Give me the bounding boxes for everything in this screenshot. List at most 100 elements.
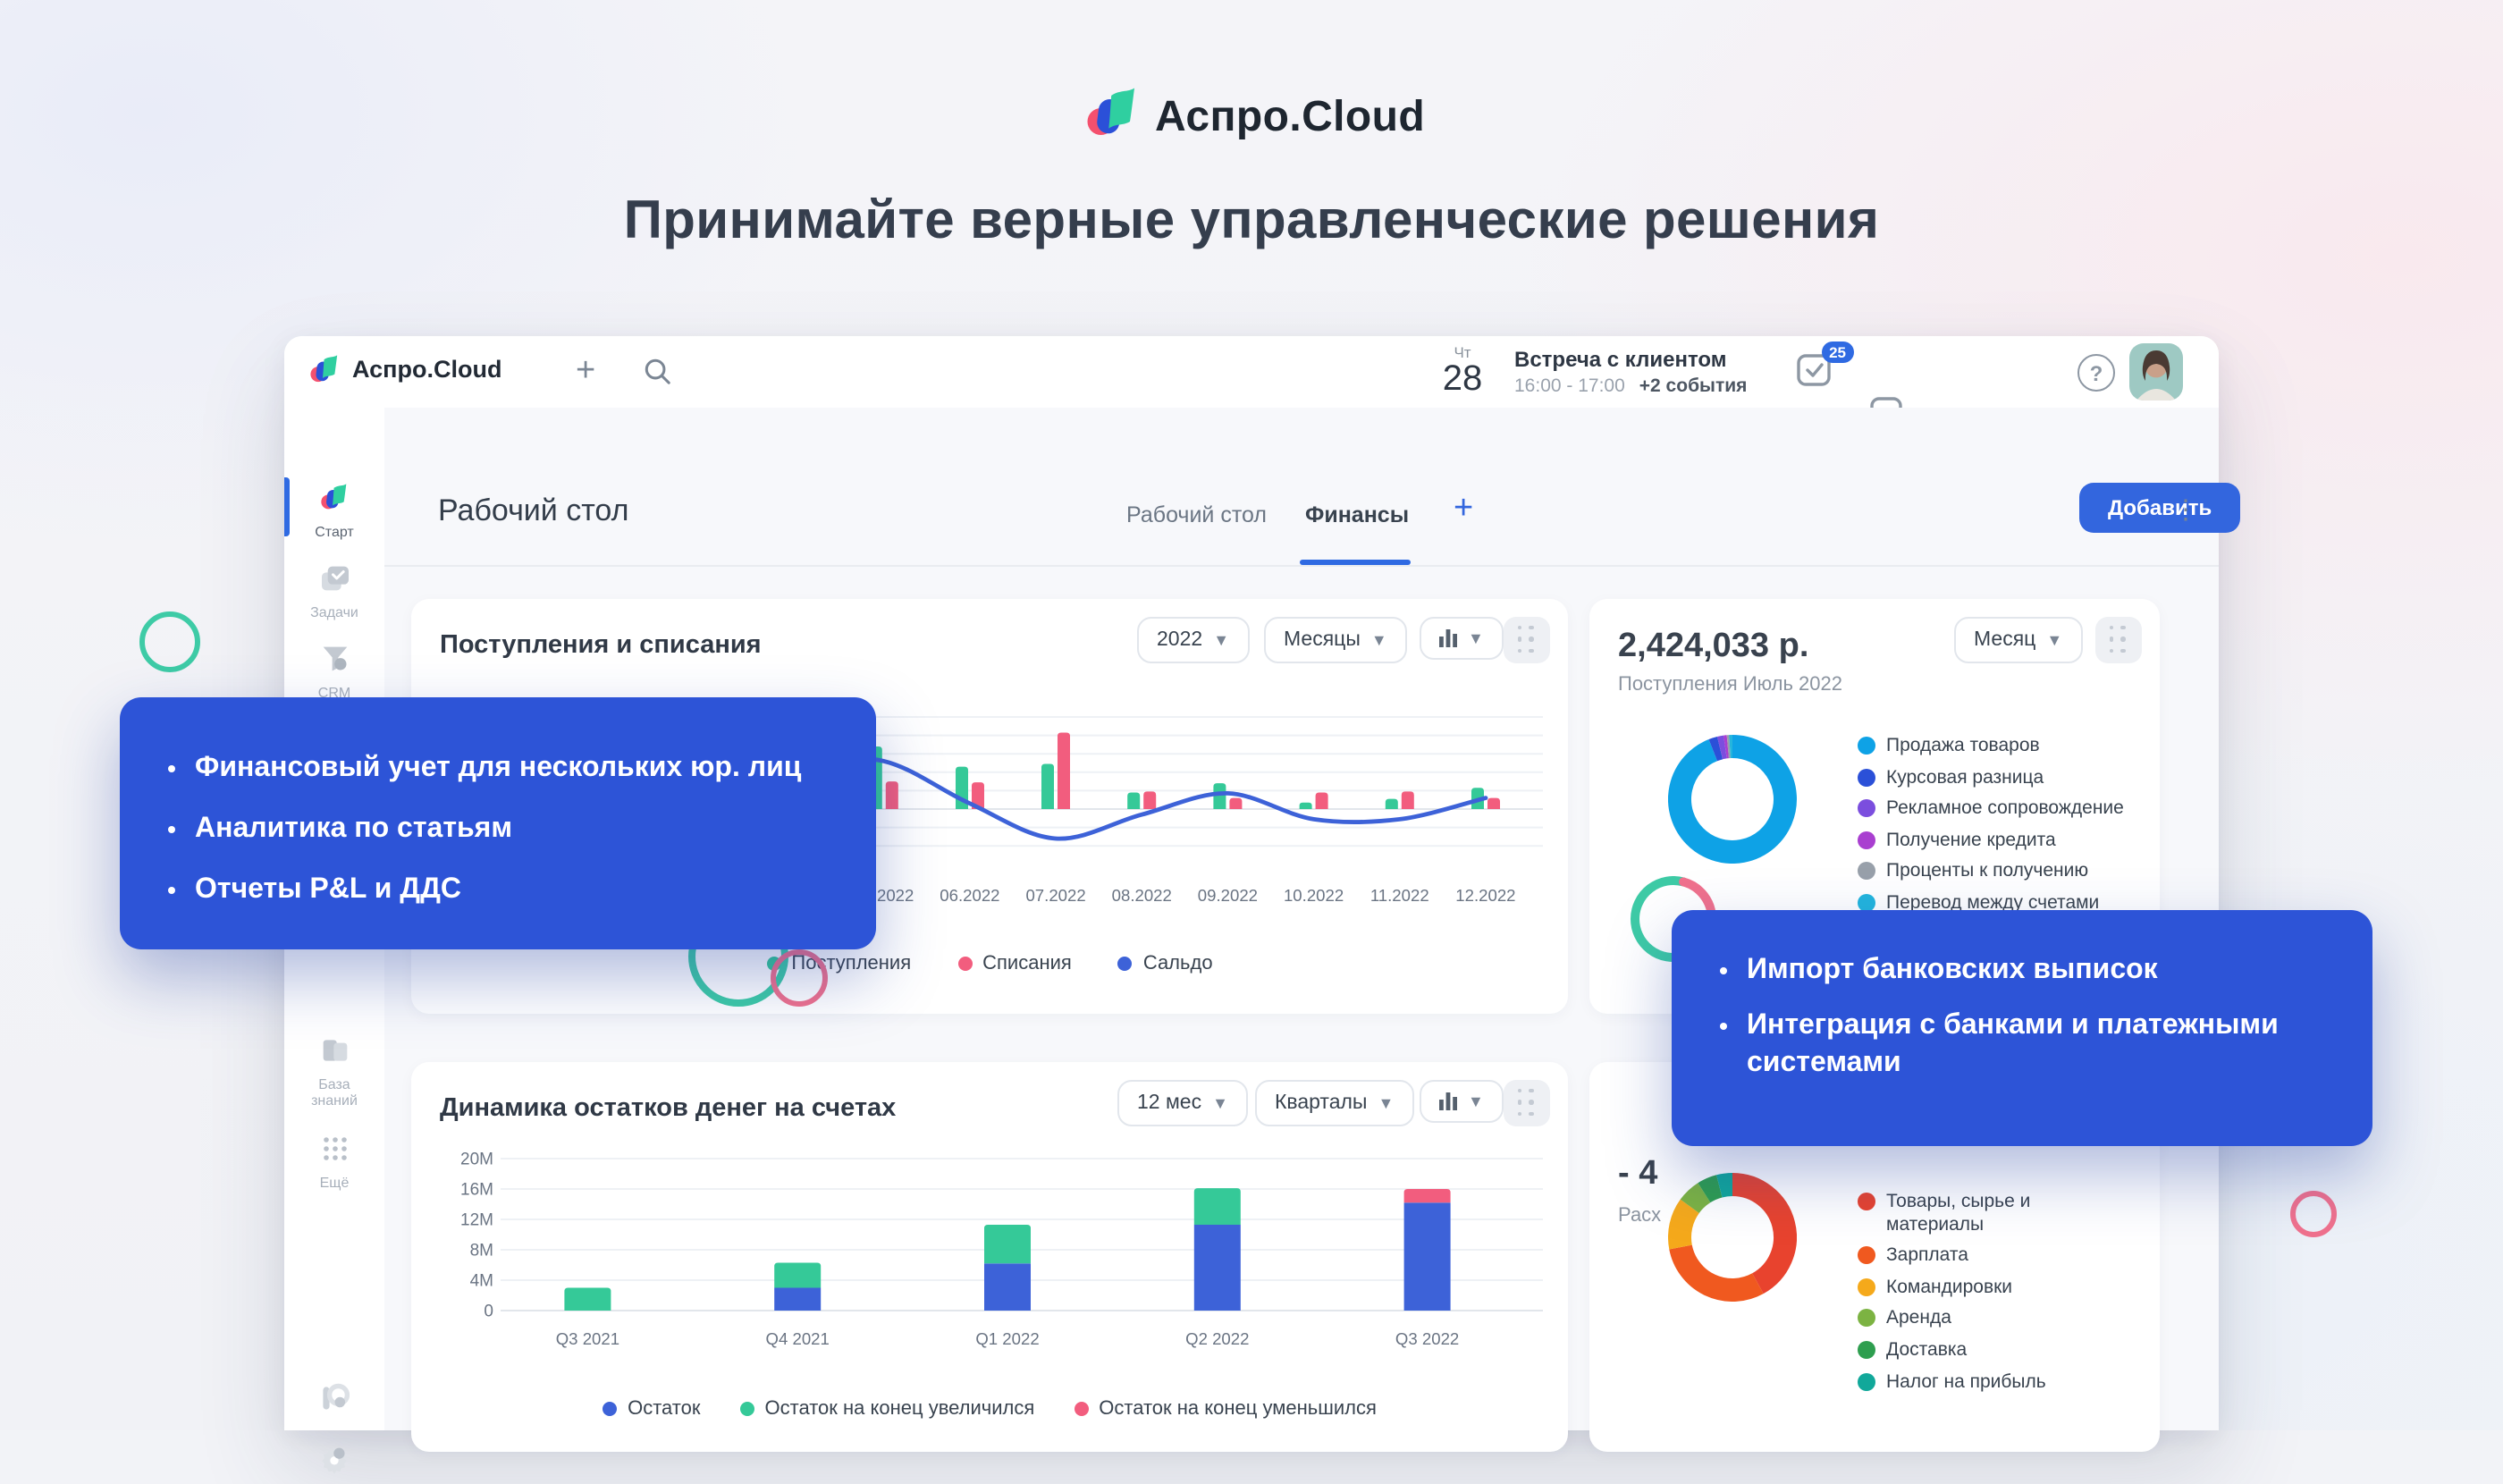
legend-item: Остаток на конец уменьшился [1074, 1398, 1377, 1420]
create-plus-button[interactable]: + [576, 352, 596, 390]
expenses-subtitle: Расх [1618, 1205, 1662, 1227]
balance-drag-handle[interactable] [1504, 1080, 1550, 1126]
search-icon[interactable] [642, 356, 672, 395]
app-logo-icon [310, 355, 338, 383]
sidebar-item-tasks[interactable]: Задачи [284, 565, 384, 620]
tasks-icon [321, 566, 348, 591]
avatar[interactable] [2129, 343, 2183, 401]
mail-icon[interactable]: 25 [1795, 341, 1854, 393]
add-widget-button[interactable]: Добавить [2079, 483, 2241, 533]
svg-text:07.2022: 07.2022 [1025, 886, 1085, 905]
balance-card-title: Динамика остатков денег на счетах [440, 1094, 897, 1123]
promo-bullet: Интеграция с банками и платежными систем… [1747, 1007, 2330, 1082]
start-icon [321, 484, 347, 510]
svg-text:10.2022: 10.2022 [1284, 886, 1344, 905]
legend-dot [1858, 1309, 1875, 1328]
decor-ring-pink-right [2290, 1191, 2337, 1237]
legend-item: Командировки [1858, 1277, 2128, 1299]
incoming-period-select[interactable]: Месяц ▼ [1954, 617, 2083, 663]
app-logo[interactable]: Аспро.Cloud [309, 354, 501, 384]
flows-card-title: Поступления и списания [440, 631, 762, 660]
calendar-day-label: Чт [1454, 343, 1471, 361]
flows-drag-handle[interactable] [1504, 617, 1550, 663]
legend-item: Продажа товаров [1858, 735, 2128, 757]
calendar-date[interactable]: Чт 28 [1432, 345, 1493, 398]
svg-text:12M: 12M [460, 1211, 493, 1230]
crm-icon [322, 646, 347, 671]
page-headline: Принимайте верные управленческие решения [623, 191, 1880, 250]
svg-text:4M: 4M [470, 1272, 493, 1291]
legend-item: Зарплата [1858, 1244, 2128, 1267]
legend-item: Проценты к получению [1858, 861, 2128, 883]
chevron-down-icon: ▼ [1212, 1094, 1228, 1112]
legend-item: Налог на прибыль [1858, 1370, 2128, 1393]
sidebar-item-more[interactable]: Ещё [284, 1135, 384, 1191]
help-icon[interactable]: ? [2077, 354, 2115, 392]
decor-ring-teal-left [139, 611, 200, 672]
chevron-down-icon: ▼ [1468, 629, 1484, 647]
tab-dashboard[interactable]: Рабочий стол [1126, 502, 1267, 527]
legend-dot [1074, 1402, 1089, 1416]
balance-chart: 20M 16M 12M 8M 4M 0 Q3 2021 Q4 2021 Q1 2022 Q2 20… [429, 1141, 1550, 1359]
legend-dot [603, 1402, 618, 1416]
incoming-drag-handle[interactable] [2095, 617, 2142, 663]
balance-range-select[interactable]: 12 мес ▼ [1117, 1080, 1248, 1126]
promo-card-banks: Импорт банковских выписок Интеграция с ба… [1672, 910, 2372, 1146]
sidebar-item-crm[interactable]: CRM [284, 645, 384, 701]
balance-chart-type-select[interactable]: ▼ [1420, 1080, 1504, 1123]
legend-dot [957, 957, 973, 971]
legend-item: Остаток [603, 1398, 701, 1420]
svg-text:12.2022: 12.2022 [1455, 886, 1515, 905]
sidebar-item-settings[interactable] [284, 1443, 384, 1484]
app-header: Аспро.Cloud + Чт 28 Встреча с клиентом 1… [284, 336, 2219, 516]
card-balance: Динамика остатков денег на счетах 12 мес… [411, 1062, 1568, 1452]
legend-dot [1858, 1277, 1875, 1296]
event-more: +2 события [1639, 375, 1748, 397]
svg-text:08.2022: 08.2022 [1112, 886, 1172, 905]
incoming-donut-svg [1668, 735, 1797, 864]
incoming-donut [1668, 735, 1797, 864]
calendar-event[interactable]: Встреча с клиентом 16:00 - 17:00 +2 событ… [1514, 347, 1747, 397]
legend-item: Сальдо [1117, 953, 1213, 974]
tab-active-underline [1300, 560, 1411, 565]
chevron-down-icon: ▼ [2046, 631, 2063, 649]
flows-year-select[interactable]: 2022 ▼ [1137, 617, 1250, 663]
legend-item: Доставка [1858, 1339, 2128, 1362]
expenses-amount: - 4 [1618, 1155, 1658, 1193]
flows-chart-type-select[interactable]: ▼ [1420, 617, 1504, 660]
sidebar-item-knowledge-base[interactable]: База знаний [284, 1037, 384, 1109]
legend-item: Аренда [1858, 1308, 2128, 1330]
svg-text:Q1 2022: Q1 2022 [975, 1329, 1039, 1348]
legend-item: Товары, сырье и материалы [1858, 1191, 2128, 1235]
chevron-down-icon: ▼ [1370, 631, 1387, 649]
legend-item: Рекламное сопровождение [1858, 797, 2128, 820]
flows-legend: Поступления Списания Сальдо [411, 953, 1568, 974]
flows-period-select[interactable]: Месяцы ▼ [1264, 617, 1407, 663]
legend-dot [739, 1402, 754, 1416]
expenses-donut-svg [1668, 1173, 1797, 1302]
balance-period-select[interactable]: Кварталы ▼ [1255, 1080, 1414, 1126]
legend-dot [1117, 957, 1133, 971]
kebab-menu-icon[interactable]: ⋮ [2172, 495, 2199, 526]
svg-text:0: 0 [484, 1303, 493, 1321]
toolbar-divider [384, 565, 2219, 567]
legend-item: Списания [957, 953, 1072, 974]
legend-item: Получение кредита [1858, 830, 2128, 852]
svg-text:Q3 2021: Q3 2021 [556, 1329, 619, 1348]
legend-dot [1858, 1340, 1875, 1359]
sidebar-item-start[interactable]: Старт [284, 483, 384, 540]
tab-finance[interactable]: Финансы [1305, 502, 1410, 527]
svg-text:Q4 2021: Q4 2021 [766, 1329, 830, 1348]
legend-dot [1858, 1193, 1875, 1210]
svg-text:16M: 16M [460, 1181, 493, 1200]
hero-brand: Аспро.Cloud [1085, 86, 1425, 148]
chevron-down-icon: ▼ [1378, 1094, 1395, 1112]
incoming-subtitle: Поступления Июль 2022 [1618, 674, 1843, 696]
sidebar-item-integrations[interactable] [284, 1382, 384, 1423]
tab-add-button[interactable]: + [1454, 490, 1474, 527]
svg-text:11.2022: 11.2022 [1370, 886, 1429, 905]
chevron-down-icon: ▼ [1213, 631, 1230, 649]
promo-finance-list: Финансовый учет для нескольких юр. лиц Ан… [120, 749, 876, 909]
page-title: Рабочий стол [438, 493, 629, 527]
svg-text:20M: 20M [460, 1151, 493, 1169]
